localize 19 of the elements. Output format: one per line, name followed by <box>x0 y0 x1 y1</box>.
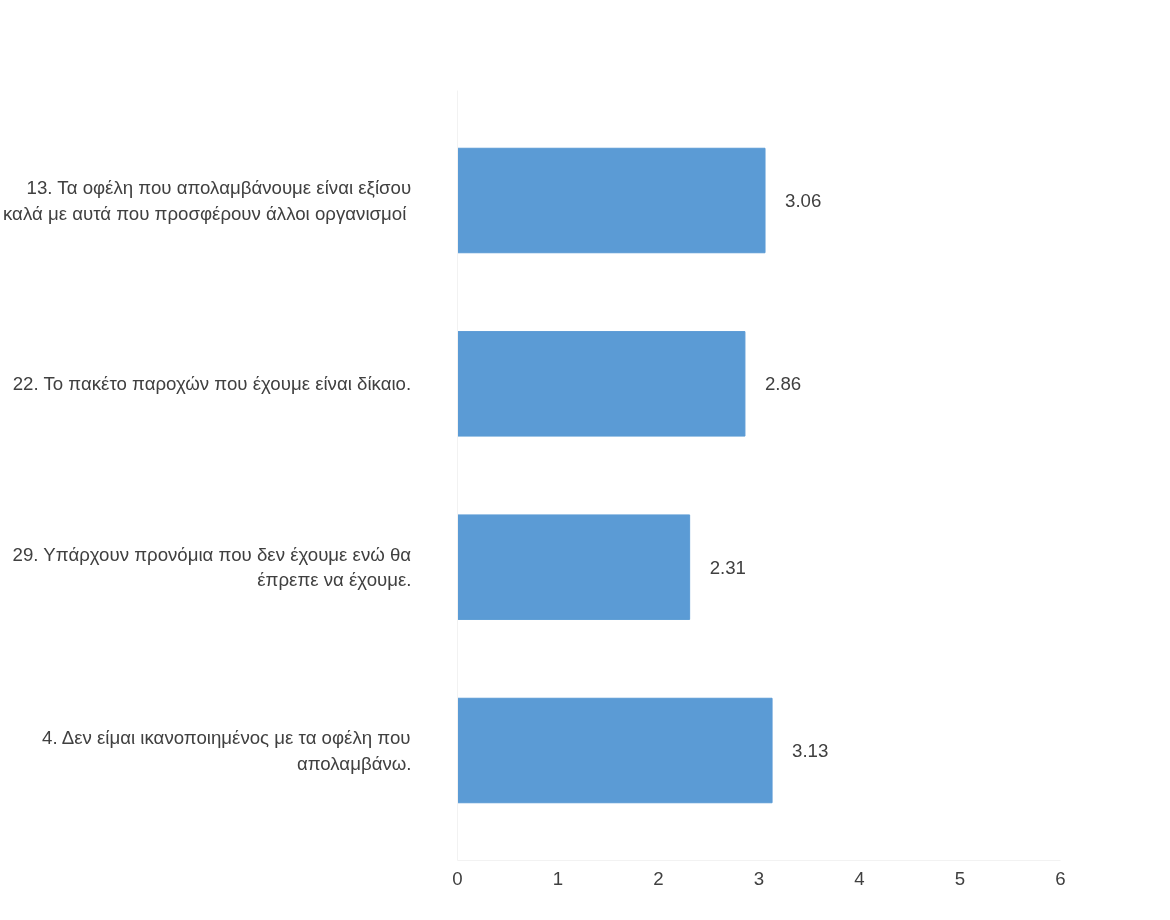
x-tick-label: 5 <box>954 867 966 889</box>
bar <box>457 697 773 804</box>
y-tick-label: 13. Τα οφέλη που απολαμβάνουμε είναι εξίσου καλά με αυτά που προσφέρουν άλλοι οργανισμοί <box>3 177 412 224</box>
y-tick-label: 22. Το πακέτο παροχών που έχουμε είναι δίκαιο. <box>12 373 412 395</box>
bar <box>457 147 766 254</box>
x-tick-label: 2 <box>653 867 664 889</box>
x-tick-label: 6 <box>1055 867 1066 889</box>
x-tick-label: 1 <box>552 867 564 889</box>
bar <box>457 514 691 620</box>
data-label: 3.06 <box>785 190 822 211</box>
y-tick-label: 4. Δεν είμαι ικανοποιημένος με τα οφέλη που απολαμβάνω. <box>42 727 412 774</box>
x-tick-label: 0 <box>452 867 463 889</box>
data-label: 2.86 <box>764 373 802 395</box>
y-tick-label: 29. Υπάρχουν προνόμια που δεν έχουμε ενώ θα έπρεπε να έχουμε. <box>12 544 412 591</box>
data-label: 2.31 <box>709 556 746 578</box>
data-label: 3.13 <box>792 740 829 761</box>
bar <box>457 331 746 437</box>
x-tick-label: 3 <box>753 867 765 889</box>
x-tick-label: 4 <box>854 867 865 889</box>
